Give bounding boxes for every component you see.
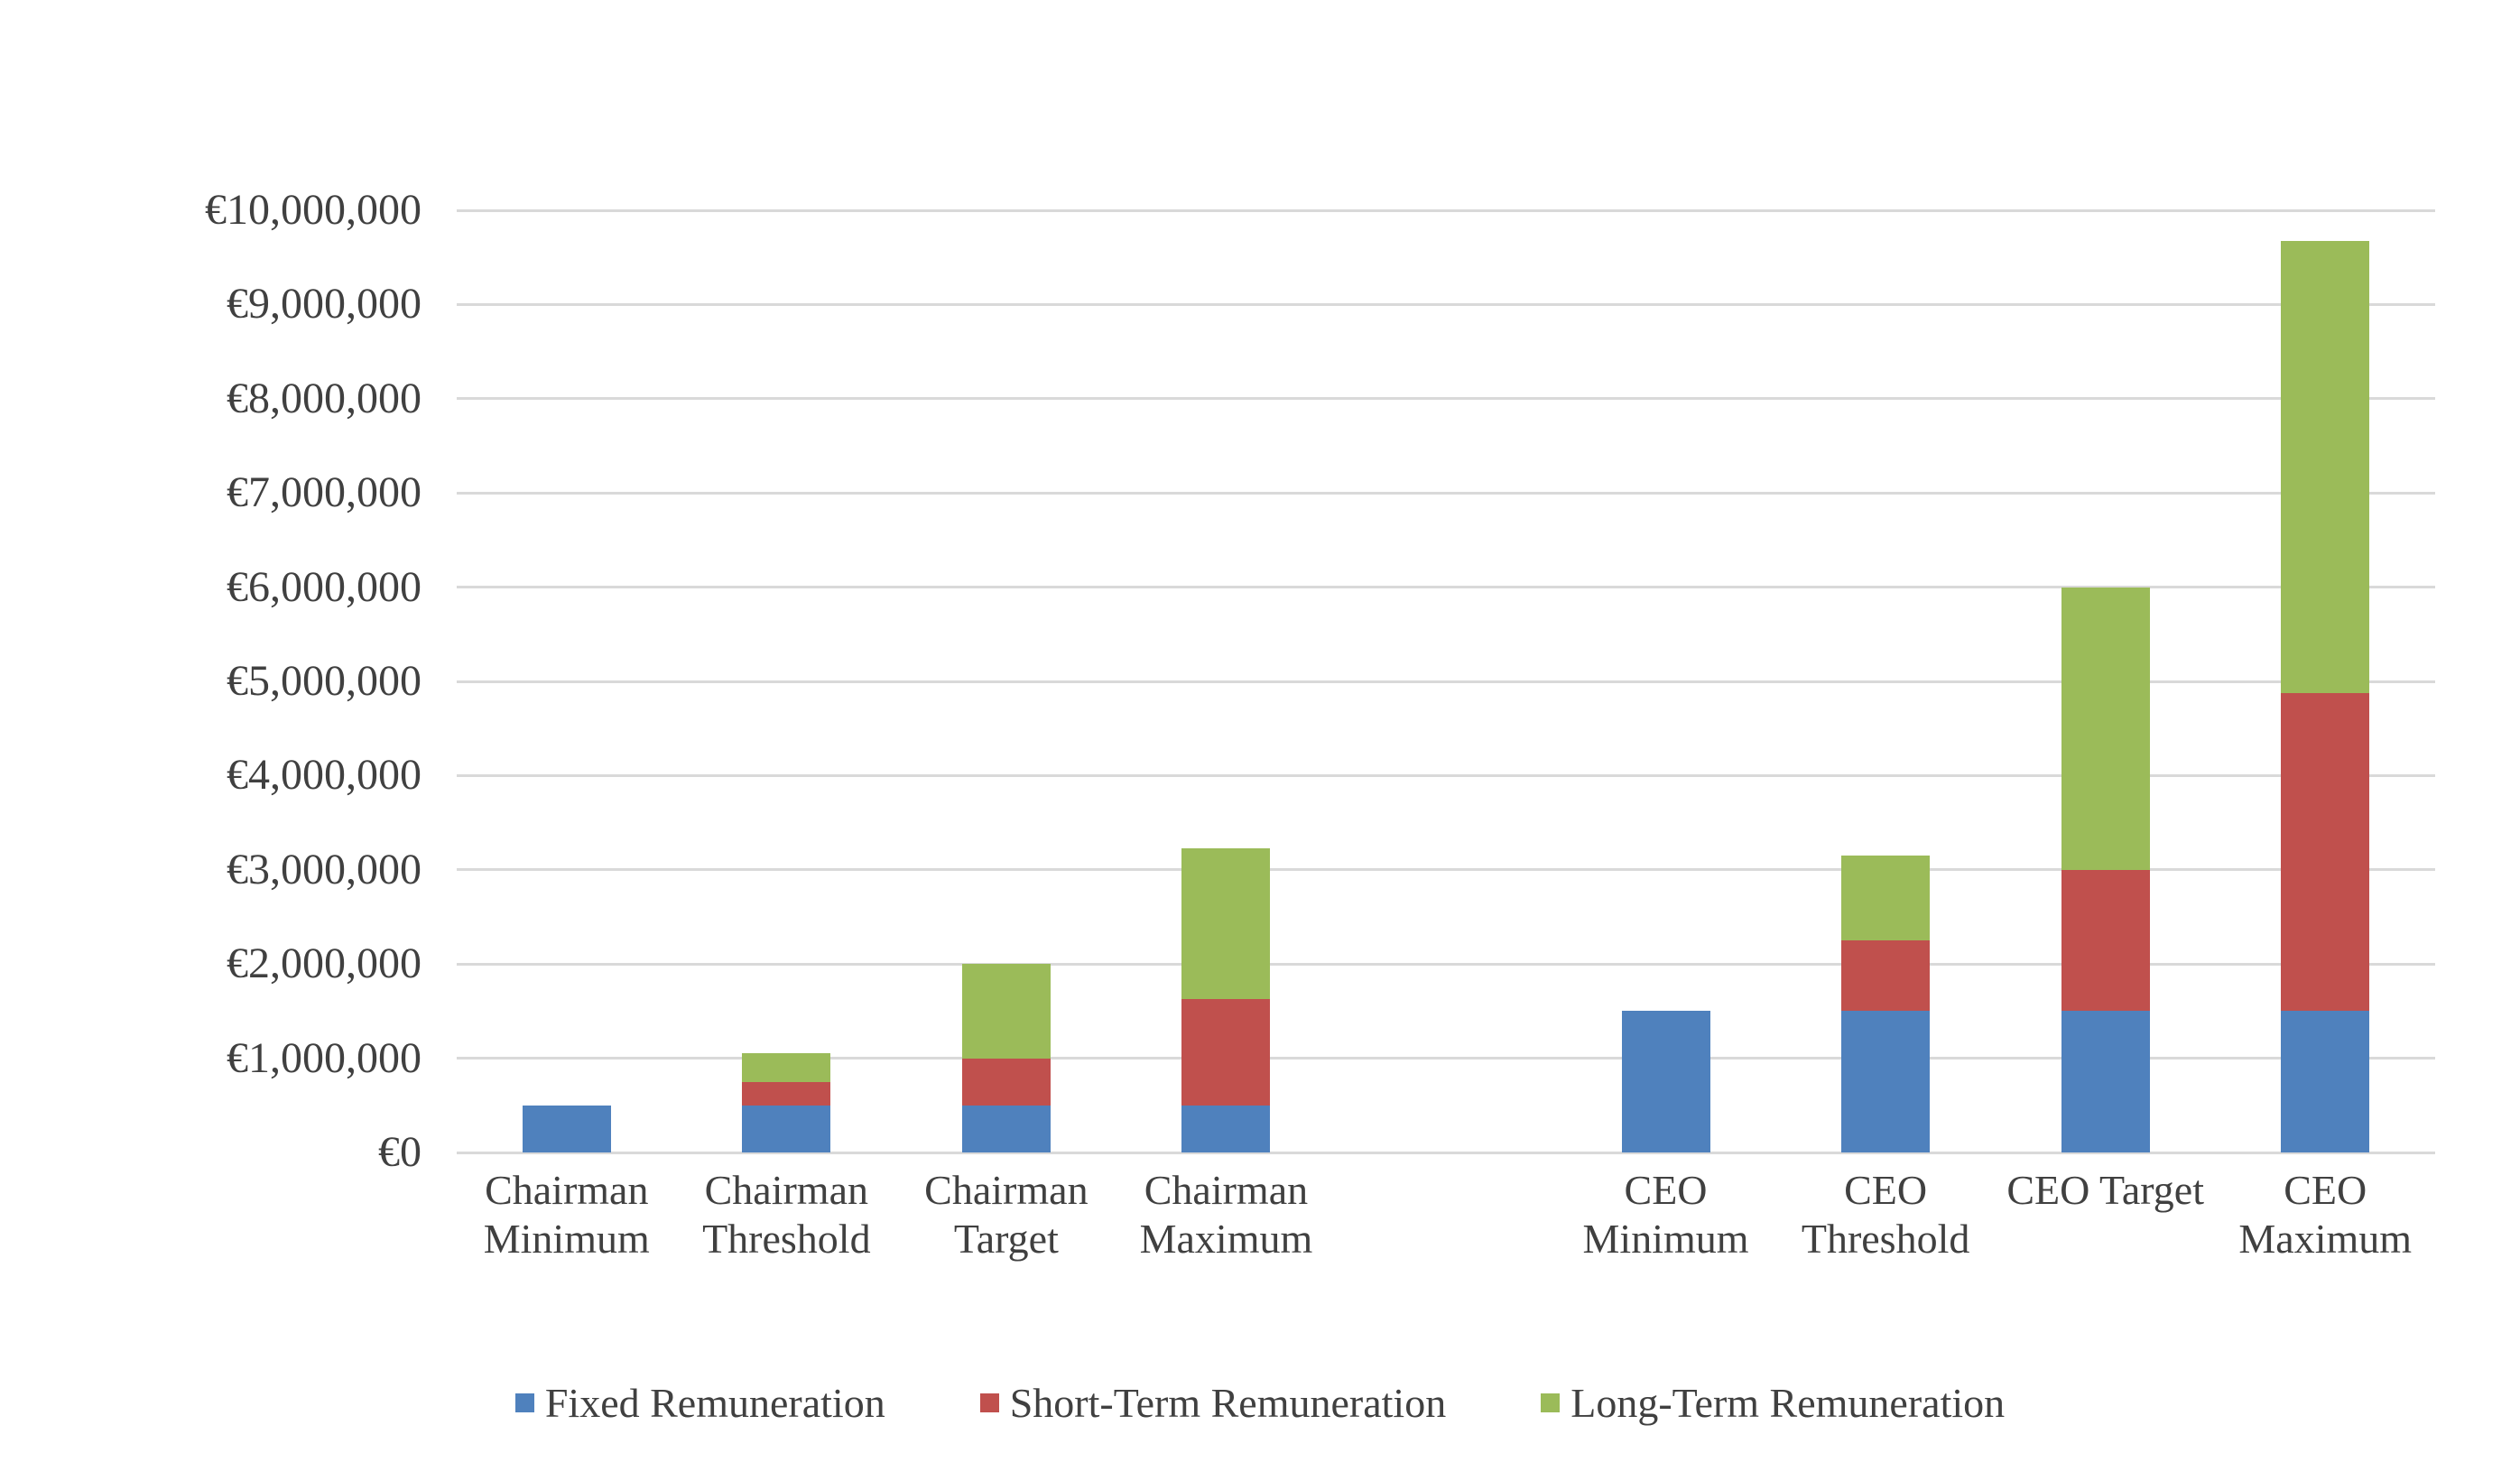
legend-item-long-term-remuneration: Long-Term Remuneration: [1541, 1379, 2005, 1427]
bar-ceo-minimum: [1621, 1011, 1710, 1152]
y-axis-tick-label: €0: [378, 1128, 422, 1176]
legend-label-long-term-remuneration: Long-Term Remuneration: [1570, 1379, 2006, 1426]
legend-item-fixed-remuneration: Fixed Remuneration: [514, 1379, 885, 1427]
gridline: [457, 680, 2435, 683]
bar-slot-ceo-target: [1996, 587, 2216, 1152]
x-axis-category-label-chairman-threshold: Chairman Threshold: [702, 1167, 871, 1262]
bar-segment-ceo-threshold-long-term-remuneration: [1841, 856, 1931, 941]
bar-chairman-threshold: [742, 1053, 831, 1152]
gridline: [457, 1057, 2435, 1060]
bar-slot-ceo-minimum: [1556, 1011, 1776, 1152]
legend-swatch-short-term-remuneration: [979, 1393, 999, 1412]
x-axis-category-label-ceo-minimum: CEO Minimum: [1582, 1167, 1749, 1262]
bar-slot-chairman-threshold: [677, 1053, 897, 1152]
bar-segment-ceo-target-short-term-remuneration: [2061, 869, 2150, 1012]
legend-label-short-term-remuneration: Short-Term Remuneration: [1009, 1379, 1447, 1426]
bar-segment-chairman-maximum-fixed-remuneration: [1181, 1105, 1271, 1152]
bar-slot-ceo-maximum: [2215, 240, 2435, 1152]
legend-item-short-term-remuneration: Short-Term Remuneration: [979, 1379, 1447, 1427]
x-axis-category-label-ceo-threshold: CEO Threshold: [1801, 1167, 1970, 1262]
bar-segment-ceo-threshold-fixed-remuneration: [1841, 1011, 1931, 1152]
bar-segment-ceo-minimum-fixed-remuneration: [1621, 1011, 1710, 1152]
y-axis-tick-label: €1,000,000: [227, 1033, 422, 1082]
bar-chairman-target: [961, 964, 1051, 1152]
bar-segment-ceo-target-long-term-remuneration: [2061, 587, 2150, 870]
y-axis-tick-label: €5,000,000: [227, 657, 422, 705]
x-axis-category-label-chairman-maximum: Chairman Maximum: [1139, 1167, 1313, 1262]
y-axis-tick-label: €4,000,000: [227, 751, 422, 800]
y-axis-tick-label: €6,000,000: [227, 562, 422, 611]
bar-chairman-maximum: [1181, 848, 1271, 1152]
bar-segment-ceo-threshold-short-term-remuneration: [1841, 940, 1931, 1012]
bar-segment-chairman-maximum-short-term-remuneration: [1181, 999, 1271, 1106]
gridline: [457, 397, 2435, 401]
y-axis-tick-label: €9,000,000: [227, 280, 422, 328]
legend-swatch-long-term-remuneration: [1541, 1393, 1561, 1412]
x-axis-category-label-ceo-target: CEO Target: [2006, 1167, 2204, 1213]
bars-layer: [457, 210, 2435, 1152]
y-axis-tick-label: €7,000,000: [227, 468, 422, 517]
bar-segment-chairman-minimum-fixed-remuneration: [522, 1105, 611, 1152]
bar-segment-ceo-maximum-short-term-remuneration: [2281, 693, 2370, 1012]
gridline: [457, 868, 2435, 872]
plot-area: [457, 208, 2435, 1154]
bar-slot-chairman-minimum: [457, 1105, 677, 1152]
bar-segment-chairman-threshold-short-term-remuneration: [742, 1081, 831, 1106]
gridline: [457, 302, 2435, 306]
bar-segment-chairman-threshold-long-term-remuneration: [742, 1053, 831, 1082]
bar-chairman-minimum: [522, 1105, 611, 1152]
x-axis-category-label-ceo-maximum: CEO Maximum: [2238, 1167, 2413, 1262]
x-axis-category-label-chairman-minimum: Chairman Minimum: [483, 1167, 650, 1262]
bar-segment-chairman-target-long-term-remuneration: [961, 964, 1051, 1059]
gridline: [457, 491, 2435, 495]
bar-segment-chairman-target-fixed-remuneration: [961, 1105, 1051, 1152]
bar-segment-chairman-threshold-fixed-remuneration: [742, 1105, 831, 1152]
legend: Fixed Remuneration Short-Term Remunerati…: [0, 1375, 2520, 1430]
y-axis-tick-label: €10,000,000: [205, 186, 422, 234]
bar-slot-ceo-threshold: [1775, 856, 1996, 1152]
bar-segment-ceo-target-fixed-remuneration: [2061, 1011, 2150, 1152]
gridline: [457, 1151, 2435, 1154]
bar-ceo-threshold: [1841, 856, 1931, 1152]
gridline: [457, 962, 2435, 966]
y-axis-tick-label: €8,000,000: [227, 374, 422, 422]
bar-segment-chairman-maximum-long-term-remuneration: [1181, 848, 1271, 1000]
bar-ceo-target: [2061, 587, 2150, 1152]
bar-ceo-maximum: [2281, 240, 2370, 1152]
x-axis-category-label-chairman-target: Chairman Target: [924, 1167, 1089, 1262]
bar-slot-chairman-maximum: [1116, 848, 1337, 1152]
bar-segment-ceo-maximum-long-term-remuneration: [2281, 240, 2370, 694]
legend-label-fixed-remuneration: Fixed Remuneration: [544, 1379, 885, 1426]
gridline: [457, 586, 2435, 589]
bar-segment-chairman-target-short-term-remuneration: [961, 1058, 1051, 1106]
y-axis-tick-label: €3,000,000: [227, 845, 422, 893]
gridline: [457, 208, 2435, 212]
legend-swatch-fixed-remuneration: [514, 1393, 534, 1412]
y-axis-tick-label: €2,000,000: [227, 939, 422, 988]
gridlines: [457, 208, 2435, 1154]
gridline: [457, 773, 2435, 777]
bar-slot-chairman-target: [896, 964, 1116, 1152]
bar-segment-ceo-maximum-fixed-remuneration: [2281, 1011, 2370, 1152]
